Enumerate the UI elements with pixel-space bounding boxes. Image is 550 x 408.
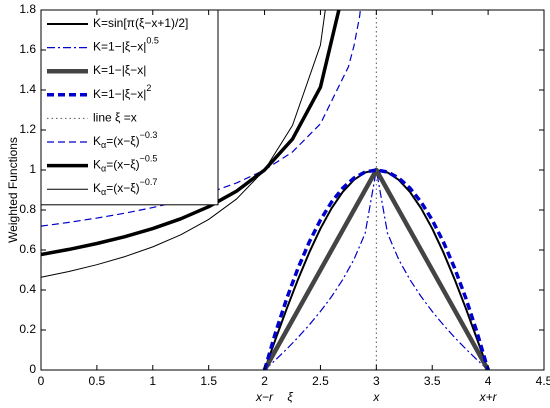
legend-label: Kα=(x−ξ)−0.3 bbox=[93, 130, 157, 150]
x-tick-label: 2 bbox=[261, 374, 268, 388]
series-line bbox=[262, 168, 490, 370]
legend-text: K bbox=[93, 134, 101, 148]
y-tick-label: 0.4 bbox=[19, 282, 36, 296]
series-line bbox=[262, 167, 491, 370]
y-tick-label: 1 bbox=[29, 162, 36, 176]
x-tick-label: 1 bbox=[149, 374, 156, 388]
legend-text: K=1−|ξ−x| bbox=[93, 63, 146, 77]
x-tick-label: 4 bbox=[485, 374, 492, 388]
y-tick-label: 1.8 bbox=[19, 2, 36, 16]
y-tick-label: 0.2 bbox=[19, 322, 36, 336]
legend-superscript: −0.7 bbox=[140, 178, 158, 188]
y-tick-label: 1.2 bbox=[19, 122, 36, 136]
annotation: x bbox=[372, 390, 380, 404]
legend-superscript: −0.3 bbox=[140, 130, 158, 140]
series-line bbox=[41, 10, 361, 227]
y-tick-label: 0 bbox=[29, 362, 36, 376]
x-tick-label: 0 bbox=[38, 374, 45, 388]
legend-text: K bbox=[93, 158, 101, 172]
legend-label: K=sin[π(ξ−x+1)/2] bbox=[93, 16, 188, 30]
x-tick-label: 4.5 bbox=[536, 374, 550, 388]
x-tick-label: 1.5 bbox=[200, 374, 217, 388]
x-tick-label: 3.5 bbox=[424, 374, 441, 388]
y-tick-label: 1.6 bbox=[19, 42, 36, 56]
legend-subscript: α bbox=[101, 164, 106, 174]
y-axis-label: Weighted Functions bbox=[6, 137, 20, 243]
lines bbox=[41, 10, 491, 370]
legend-label: K=1−|ξ−x| bbox=[93, 63, 146, 77]
legend-text: K bbox=[93, 181, 101, 195]
legend-subscript: α bbox=[101, 140, 106, 150]
x-tick-label: 3 bbox=[373, 374, 380, 388]
legend-text: K=sin[π(ξ−x+1)/2] bbox=[93, 16, 188, 30]
legend-box bbox=[40, 9, 219, 206]
y-tick-label: 0.6 bbox=[19, 242, 36, 256]
legend-label: Kα=(x−ξ)−0.7 bbox=[93, 178, 157, 198]
legend-label: K=1−|ξ−x|2 bbox=[93, 83, 151, 101]
legend-text: =(x−ξ) bbox=[106, 181, 139, 195]
annotation: x−r bbox=[255, 390, 274, 404]
x-tick-label: 2.5 bbox=[312, 374, 329, 388]
legend-superscript: 2 bbox=[146, 83, 151, 93]
y-tick-label: 0.8 bbox=[19, 202, 36, 216]
x-tick-label: 0.5 bbox=[89, 374, 106, 388]
legend-text: =(x−ξ) bbox=[106, 134, 139, 148]
legend-label: K=1−|ξ−x|0.5 bbox=[93, 36, 159, 54]
legend-subscript: α bbox=[101, 188, 106, 198]
legend-superscript: −0.5 bbox=[140, 154, 158, 164]
legend-text: K=1−|ξ−x| bbox=[93, 87, 146, 101]
x-axis-label: ξ bbox=[287, 390, 293, 404]
legend-superscript: 0.5 bbox=[146, 36, 159, 46]
legend: K=sin[π(ξ−x+1)/2]K=1−|ξ−x|0.5K=1−|ξ−x|K=… bbox=[40, 9, 219, 206]
legend-text: K=1−|ξ−x| bbox=[93, 40, 146, 54]
y-tick-label: 1.4 bbox=[19, 82, 36, 96]
legend-label: Kα=(x−ξ)−0.5 bbox=[93, 154, 157, 174]
legend-text: line ξ =x bbox=[93, 111, 137, 125]
annotation: x+r bbox=[479, 390, 498, 404]
legend-text: =(x−ξ) bbox=[106, 158, 139, 172]
series-line bbox=[41, 10, 326, 278]
series-line bbox=[41, 10, 341, 257]
legend-label: line ξ =x bbox=[93, 111, 137, 125]
